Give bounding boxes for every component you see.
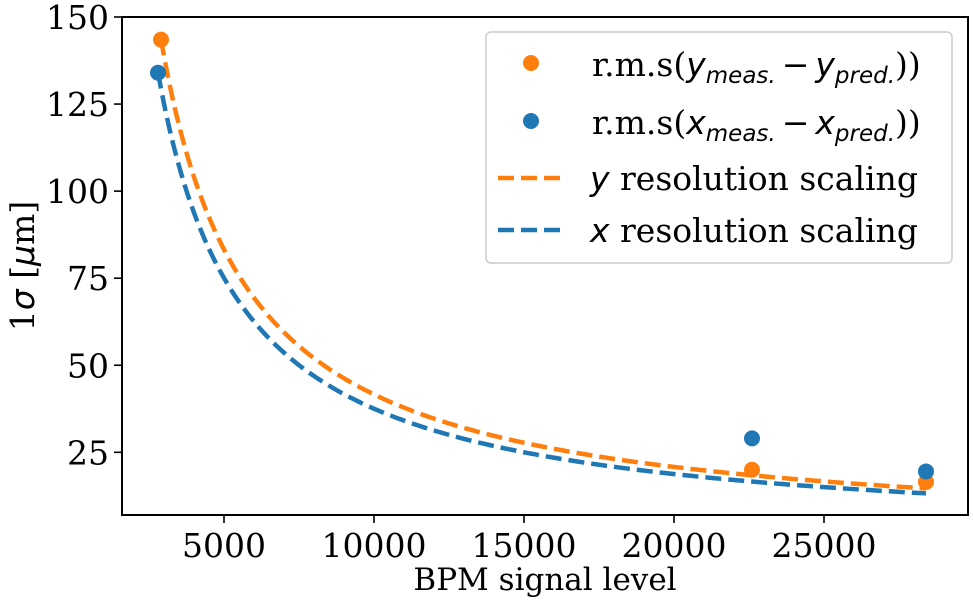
y-axis-label-rest: m] — [3, 201, 42, 245]
legend-label-x-scaling: x resolution scaling — [589, 211, 918, 250]
y-axis-label-mu: μ — [3, 245, 42, 267]
point-y-1 — [744, 461, 760, 478]
legend-y-close: )) — [895, 45, 921, 84]
legend-x-scaling-text: resolution scaling — [610, 211, 918, 250]
legend-x-var-1: x — [685, 103, 706, 142]
ticks-layer: 5000 10000 15000 20000 25000 25 50 75 100 125 150 — [46, 0, 876, 565]
legend-x-var-2: x — [814, 103, 835, 142]
legend-box — [485, 31, 953, 264]
y-axis-label: 1σ [μm] — [3, 201, 42, 331]
y-tick-label-125: 125 — [46, 85, 109, 124]
legend-y-meas: meas. — [706, 63, 776, 89]
legend-y-scaling-var: y — [589, 159, 610, 198]
legend-y-var-1: y — [685, 45, 706, 84]
series-line-x-scaling — [155, 72, 927, 496]
x-tick-label-25000: 25000 — [772, 526, 877, 565]
legend-marker-y-points — [523, 55, 539, 71]
x-tick-label-5000: 5000 — [182, 526, 266, 565]
legend-label-x-points: r.m.s(xmeas. − xpred.)) — [592, 103, 921, 147]
point-x-1 — [744, 430, 760, 447]
x-tick-label-10000: 10000 — [322, 526, 427, 565]
y-tick-label-75: 75 — [67, 259, 109, 298]
legend-label-y-points: r.m.s(ymeas. − ypred.)) — [592, 45, 921, 89]
legend-x-rms: r.m.s( — [592, 103, 686, 142]
series-line-y-scaling — [158, 39, 927, 491]
legend-x-minus: − — [782, 103, 810, 142]
x-tick-label-20000: 20000 — [622, 526, 727, 565]
legend-y-minus: − — [782, 45, 810, 84]
y-tick-label-150: 150 — [46, 0, 109, 37]
y-tick-label-50: 50 — [67, 346, 109, 385]
legend-x-pred: pred. — [834, 121, 895, 147]
x-tick-label-15000: 15000 — [472, 526, 577, 565]
legend-label-y-scaling: y resolution scaling — [589, 159, 918, 198]
series-layer — [150, 31, 934, 496]
y-tick-label-25: 25 — [67, 433, 109, 472]
x-axis-label: BPM signal level — [413, 562, 676, 598]
legend: r.m.s(ymeas. − ypred.)) r.m.s(xmeas. − xpred… — [485, 31, 953, 264]
legend-y-pred: pred. — [834, 63, 895, 89]
point-y-0 — [153, 31, 169, 48]
legend-y-scaling-text: resolution scaling — [610, 159, 918, 198]
point-x-0 — [150, 64, 166, 81]
legend-marker-x-points — [523, 113, 539, 129]
point-x-2 — [918, 463, 934, 480]
y-axis-label-prefix: 1 — [3, 310, 42, 331]
y-axis-label-open: [ — [3, 266, 42, 289]
y-tick-label-100: 100 — [46, 172, 109, 211]
legend-x-meas: meas. — [706, 121, 776, 147]
legend-x-scaling-var: x — [589, 211, 610, 250]
plot-frame — [121, 16, 969, 516]
legend-y-var-2: y — [814, 45, 835, 84]
y-axis-label-sigma: σ — [3, 288, 42, 310]
legend-y-rms: r.m.s( — [592, 45, 686, 84]
legend-x-close: )) — [895, 103, 921, 142]
